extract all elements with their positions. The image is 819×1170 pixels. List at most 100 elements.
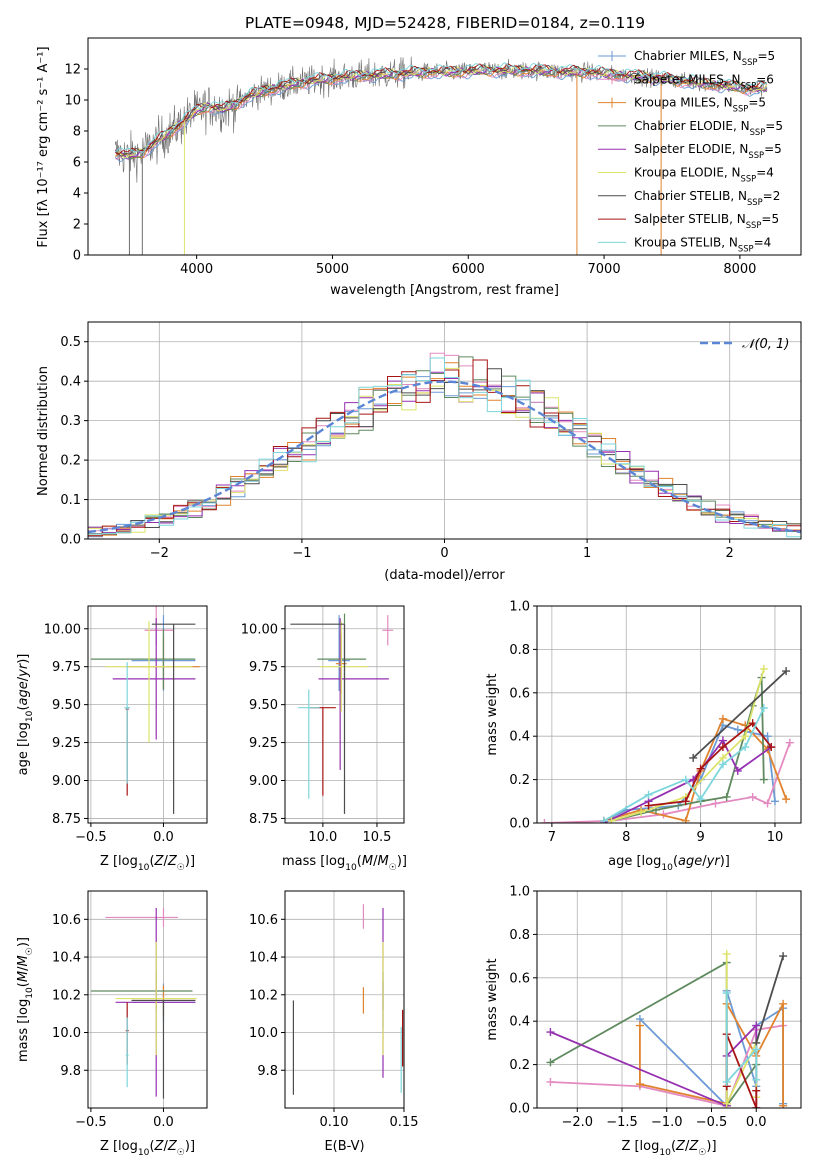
plus-marker [681,775,690,784]
y-tick-label: 0 [73,249,81,264]
y-tick-label: 9.25 [52,736,81,751]
plus-marker [767,743,776,752]
plus-marker [752,1086,761,1095]
normal-curve [88,380,801,534]
y-tick-label: 10.4 [52,951,81,966]
y-axis-label: age [log10(age/yr)] [16,654,35,776]
legend-entry: Salpeter STELIB, NSSP=5 [634,212,779,230]
errorbar-point [382,615,394,646]
plus-marker [599,816,608,823]
plus-marker [546,1058,555,1067]
chart-massweight-vs-Z: −2.0 −1.5 −1.0 −0.5 0.0 0.0 0.2 0.4 0.6 0.8 1.0 Z [… [485,885,802,1158]
y-tick-label: 0.3 [60,414,81,429]
x-tick-label: −2 [150,546,169,561]
y-tick-label: 2 [73,218,81,233]
errorbar-point [125,1017,129,1088]
x-tick-label: 0.0 [153,1115,174,1130]
y-axis-label: mass [log10(M/M☉)] [16,937,35,1062]
plus-marker [681,797,690,806]
y-tick-label: 10.2 [249,988,278,1003]
axes-frame [536,605,802,824]
plus-marker [644,790,653,799]
plus-marker [741,743,750,752]
plus-marker [722,1077,731,1086]
plus-marker [733,766,742,775]
y-axis-label: Flux [fλ 10⁻¹⁷ erg cm⁻² s⁻¹ A⁻¹] [36,46,51,247]
x-tick-label: −1.5 [606,1115,638,1130]
plus-marker [782,795,791,804]
chart-massweight-vs-age: 7 8 9 10 0.0 0.2 0.4 0.6 0.8 1.0 age [log10(age/yr… [485,600,802,873]
errorbar-point [90,628,196,690]
axes-frame [536,890,802,1109]
y-tick-label: 0.4 [60,375,81,390]
x-tick-label: 5000 [316,262,349,277]
plus-marker [696,764,705,773]
x-axis-label: wavelength [Angstrom, rest frame] [330,283,559,298]
plus-marker [681,816,690,823]
legend-entry: Kroupa ELODIE, NSSP=4 [634,166,774,184]
y-tick-label: 0.5 [60,335,81,350]
y-tick-label: 10.6 [52,913,81,928]
spectrum-model-line [114,69,768,162]
chart-age-vs-Z: −0.5 0.0 8.75 9.00 9.25 9.50 9.75 10.00 Z [log10… [16,605,208,873]
plus-marker [718,760,727,769]
histogram-step-line [88,368,801,535]
plot-area-massweight-vs-Z [546,949,788,1108]
x-tick-label: 0.15 [390,1115,419,1130]
legend-entry: 𝒩(0, 1) [742,337,789,352]
errorbar-point [90,972,193,1010]
axes-frame [284,605,405,824]
x-tick-label: −2.0 [561,1115,593,1130]
plus-marker [759,664,768,673]
y-tick-label: 12 [64,63,81,78]
plot-area-mass-vs-EBV [292,904,404,1095]
errorbar-point [151,623,196,814]
mass-weight-series [599,703,768,823]
mass-weight-series [722,988,761,1086]
axes-frame [87,37,802,256]
x-axis-label: Z [log10(Z/Z☉)] [621,1139,716,1158]
plus-marker [752,1045,761,1054]
plus-marker [722,792,731,801]
y-tick-label: 9.8 [257,1064,278,1079]
plot-area-mass-vs-Z [90,907,197,1099]
y-tick-label: 1.0 [509,885,530,900]
y-tick-label: 0.4 [509,1015,530,1030]
y-tick-label: 10.4 [249,951,278,966]
axes-frame [87,605,208,824]
errorbar-point [124,662,131,784]
y-tick-label: 10 [64,94,81,109]
x-tick-label: 9 [696,830,704,845]
x-tick-label: −0.5 [75,1115,107,1130]
plus-marker [722,1099,731,1108]
y-tick-label: 9.00 [249,774,278,789]
plus-marker [733,725,742,734]
plus-marker [540,819,549,823]
errorbar-point [297,689,320,799]
x-tick-label: −0.5 [696,1115,728,1130]
plus-marker [718,743,727,752]
x-tick-label: 8000 [723,262,756,277]
errorbar-point [290,623,346,814]
x-tick-label: −0.5 [75,830,107,845]
plus-marker [779,952,788,961]
plus-marker [718,714,727,723]
plus-marker [741,732,750,741]
plus-marker [779,999,788,1008]
plus-marker [635,1021,644,1030]
chart-residuals: −2 −1 0 1 2 0.0 0.1 0.2 0.3 0.4 0.5 𝒩(0, 1) (data-mo… [36,321,802,583]
plot-area-age-vs-mass [290,613,394,814]
plus-marker [752,1075,761,1084]
plus-marker [607,816,616,823]
errorbar-point [328,615,350,691]
y-tick-label: 8.75 [249,812,278,827]
x-axis-label: Z [log10(Z/Z☉)] [100,1139,195,1158]
plus-marker [696,795,705,804]
plus-marker [637,808,646,817]
plus-marker [759,775,768,784]
y-tick-label: 8.75 [52,812,81,827]
plus-marker [689,753,698,762]
y-tick-label: 1.0 [509,600,530,615]
legend-entry: Chabrier MILES, NSSP=5 [634,49,775,67]
histogram-step-line [88,357,801,538]
